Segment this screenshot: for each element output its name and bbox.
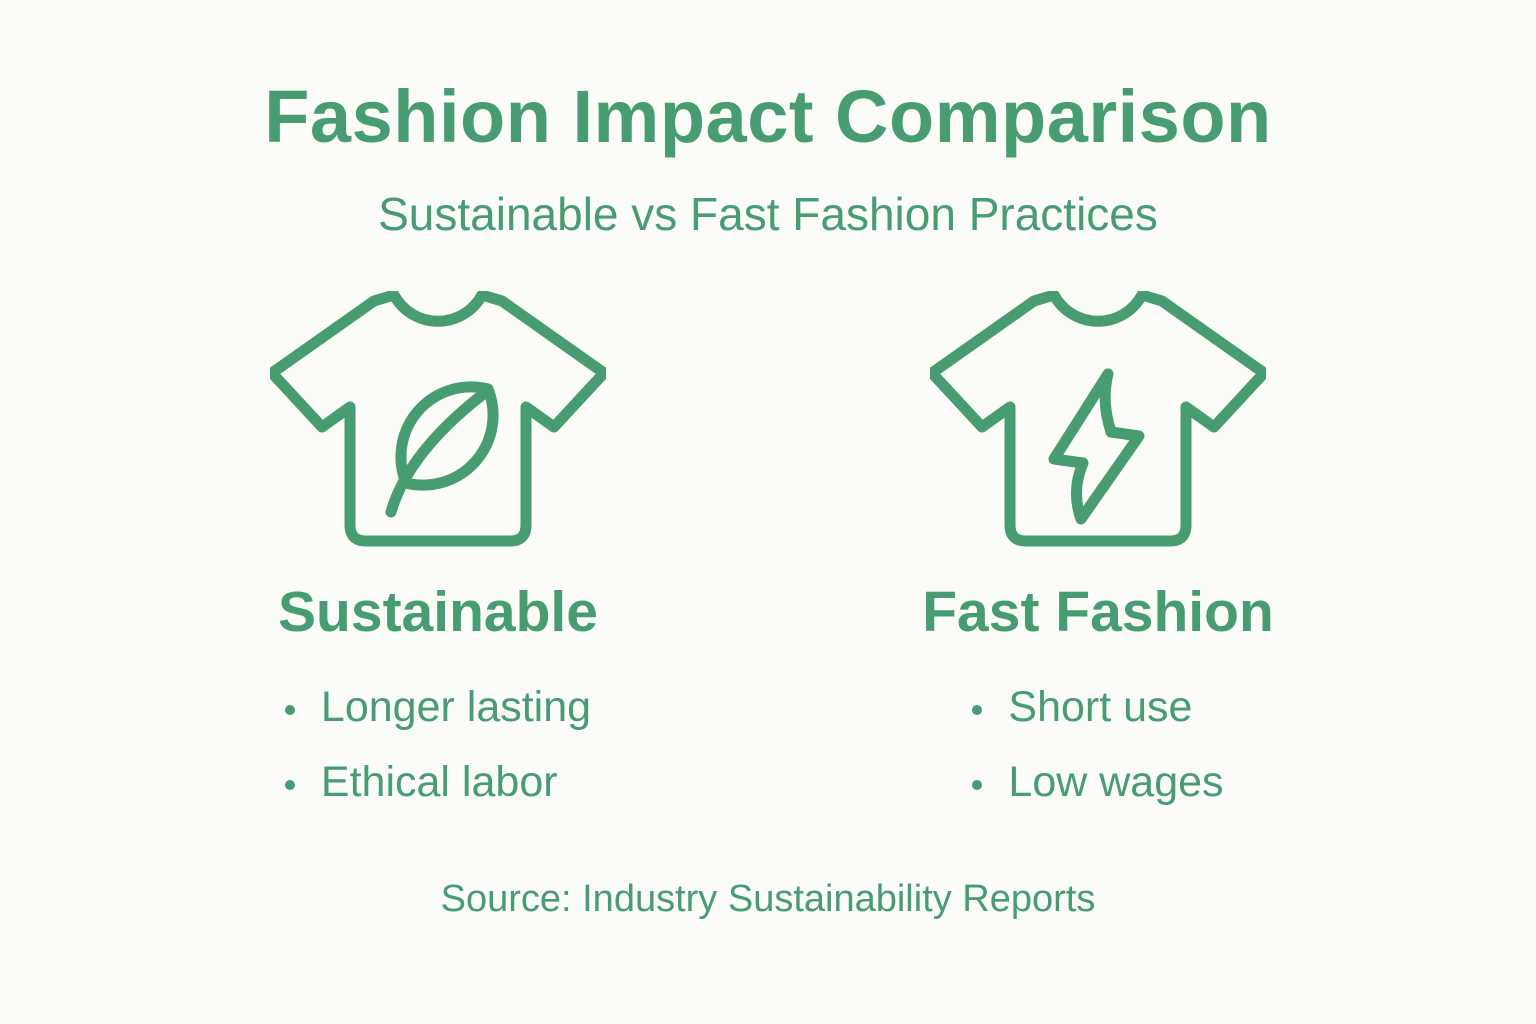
page-title: Fashion Impact Comparison [264, 75, 1272, 158]
source-note: Source: Industry Sustainability Reports [440, 877, 1096, 920]
tshirt-lightning-icon [930, 291, 1266, 555]
bullets-fast-fashion: Short use Low wages [972, 670, 1223, 820]
bullet-item: Ethical labor [285, 745, 591, 820]
bullet-item: Low wages [972, 745, 1223, 820]
heading-sustainable: Sustainable [278, 580, 598, 645]
bullet-item: Longer lasting [285, 670, 591, 745]
tshirt-outline [930, 291, 1266, 547]
lightning-glyph [1048, 368, 1145, 525]
leaf-stem [385, 389, 488, 518]
bullets-sustainable: Longer lasting Ethical labor [285, 670, 591, 820]
tshirt-leaf-icon [270, 291, 606, 555]
bullet-item: Short use [972, 670, 1223, 745]
comparison-columns: Sustainable Longer lasting Ethical labor… [0, 291, 1536, 819]
page-subtitle: Sustainable vs Fast Fashion Practices [378, 187, 1158, 240]
heading-fast-fashion: Fast Fashion [922, 580, 1274, 645]
tshirt-outline [270, 291, 606, 547]
leaf-glyph [395, 381, 499, 492]
column-fast-fashion: Fast Fashion Short use Low wages [863, 291, 1333, 819]
column-sustainable: Sustainable Longer lasting Ethical labor [203, 291, 673, 819]
